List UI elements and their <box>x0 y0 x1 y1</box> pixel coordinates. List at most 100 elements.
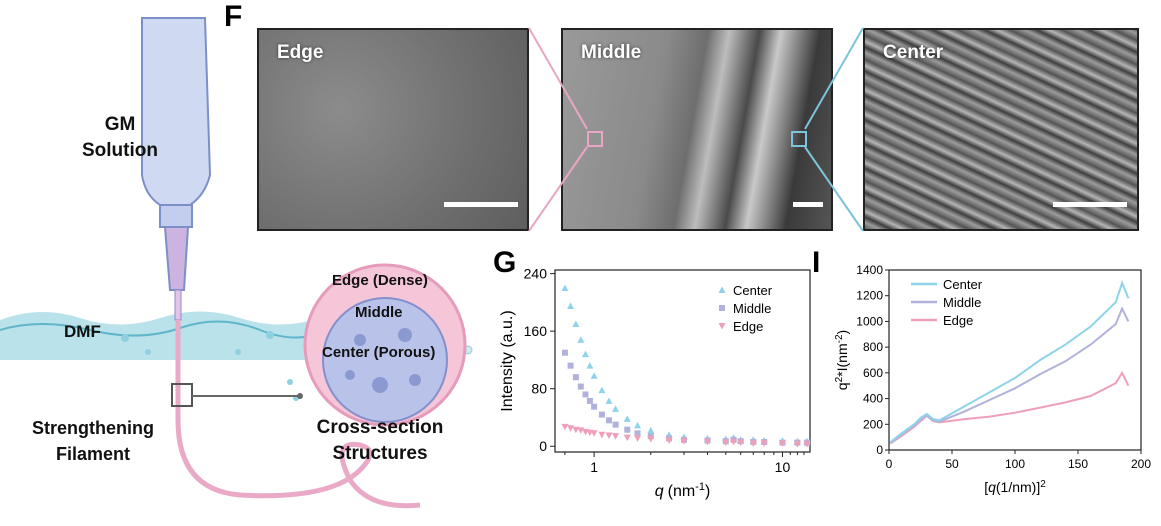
data-point-center <box>605 397 613 404</box>
data-point-edge <box>730 438 738 446</box>
strengthening-filament-label: Strengthening Filament <box>32 418 154 464</box>
data-point-middle <box>577 383 584 390</box>
x-tick-label: 10 <box>775 459 791 475</box>
gm-solution-label: GM Solution <box>82 114 158 161</box>
data-point-middle <box>612 421 619 428</box>
data-point-edge <box>665 437 673 444</box>
x-tick-label: 150 <box>1068 457 1088 471</box>
x-tick-label: 1 <box>590 459 598 475</box>
data-point-edge <box>704 438 712 446</box>
data-point-middle <box>634 430 641 437</box>
x-tick-label: 0 <box>886 457 893 471</box>
dmf-label: DMF <box>64 322 101 341</box>
y-tick-label: 80 <box>531 381 547 397</box>
center-porous-label: Center (Porous) <box>322 344 436 361</box>
legend-marker-center <box>718 286 726 293</box>
data-point-edge <box>598 431 606 439</box>
data-point-edge <box>605 432 613 439</box>
cross-section-label: Cross-section Structures <box>316 417 444 464</box>
data-point-center <box>561 284 569 291</box>
data-point-edge <box>567 425 575 432</box>
legend-label-middle: Middle <box>943 295 981 310</box>
data-point-middle <box>591 403 598 410</box>
data-point-edge <box>722 439 730 447</box>
scale-bar <box>1053 202 1127 207</box>
data-point-middle <box>624 426 631 433</box>
y-tick-label: 1200 <box>856 289 883 303</box>
zoom-box <box>171 383 193 407</box>
data-point-center <box>612 405 620 412</box>
legend-label-edge: Edge <box>733 319 763 334</box>
data-point-middle <box>606 417 613 424</box>
data-point-center <box>647 426 655 434</box>
data-point-center <box>577 336 585 343</box>
data-point-center <box>581 350 589 358</box>
data-point-edge <box>749 440 757 447</box>
cross-section-inner <box>322 297 448 423</box>
legend-marker-middle <box>719 305 725 311</box>
series-line-edge <box>889 370 1130 445</box>
filament <box>175 320 421 509</box>
y-tick-label: 200 <box>863 417 883 431</box>
y-axis-label: Intensity (a.u.) <box>499 310 516 411</box>
schematic: GM Solution DMF Strengthening Filament E… <box>0 0 480 526</box>
x-axis-label: [q(1/nm)]2 <box>984 479 1046 496</box>
chart-kratky: 0 200 400 600 800 1000 1200 1400 0 50 100 150 200 Ce… <box>835 263 1151 496</box>
y-tick-label: 600 <box>863 366 883 380</box>
data-point-edge <box>680 438 688 445</box>
sem-image-label: Center <box>883 42 944 63</box>
chart-saxs-intensity: 0 80 160 240 1 10 Center Middle Edge Intensity … <box>499 266 811 500</box>
data-point-middle <box>598 411 605 418</box>
legend-label-edge: Edge <box>943 313 973 328</box>
series-line-middle <box>889 306 1130 444</box>
panel-f-letter: F <box>224 0 243 33</box>
y-tick-label: 240 <box>524 266 548 282</box>
x-tick-label: 100 <box>1005 457 1025 471</box>
legend-label-center: Center <box>943 277 983 292</box>
middle-label: Middle <box>355 304 403 321</box>
data-point-center <box>590 372 598 379</box>
sem-image-middle: Middle <box>561 28 833 231</box>
sem-image-edge: Edge <box>257 28 529 231</box>
panel-i-letter: I <box>812 246 821 279</box>
highlight-box-center <box>791 131 807 147</box>
data-point-edge <box>572 426 580 434</box>
data-point-edge <box>623 434 631 442</box>
x-tick-label: 50 <box>945 457 959 471</box>
y-tick-label: 800 <box>863 340 883 354</box>
x-axis-label: q (nm-1) <box>655 481 711 500</box>
data-point-edge <box>803 441 811 448</box>
data-point-middle <box>572 374 579 381</box>
bubble <box>121 334 129 342</box>
schematic-drawing <box>0 17 473 509</box>
y-axis-label: q2*I(nm-2) <box>835 330 850 390</box>
data-point-center <box>634 421 642 429</box>
plot-frame <box>554 269 811 453</box>
y-tick-label: 1000 <box>856 314 883 328</box>
data-point-center <box>623 415 631 422</box>
data-point-middle <box>567 362 574 369</box>
edge-dense-label: Edge (Dense) <box>332 272 428 289</box>
data-point-edge <box>737 439 745 447</box>
y-tick-label: 400 <box>863 392 883 406</box>
plot-frame <box>888 269 1142 451</box>
sem-image-center: Center <box>863 28 1139 231</box>
data-point-edge <box>793 441 801 448</box>
y-tick-label: 0 <box>539 438 547 454</box>
data-point-edge <box>760 440 768 447</box>
data-point-edge <box>778 440 786 447</box>
series-line-center <box>889 280 1130 444</box>
data-point-middle <box>586 397 593 404</box>
scale-bar <box>444 202 518 207</box>
y-tick-label: 160 <box>524 323 548 339</box>
data-point-edge <box>634 435 642 442</box>
panel-g-letter: G <box>493 246 517 279</box>
legend-marker-edge <box>718 323 726 330</box>
sem-image-label: Middle <box>581 42 642 63</box>
data-point-edge <box>647 436 655 443</box>
data-point-middle <box>582 391 589 398</box>
x-tick-label: 200 <box>1131 457 1151 471</box>
data-point-middle <box>561 349 568 356</box>
sem-image-label: Edge <box>277 42 324 63</box>
data-point-edge <box>590 430 598 437</box>
